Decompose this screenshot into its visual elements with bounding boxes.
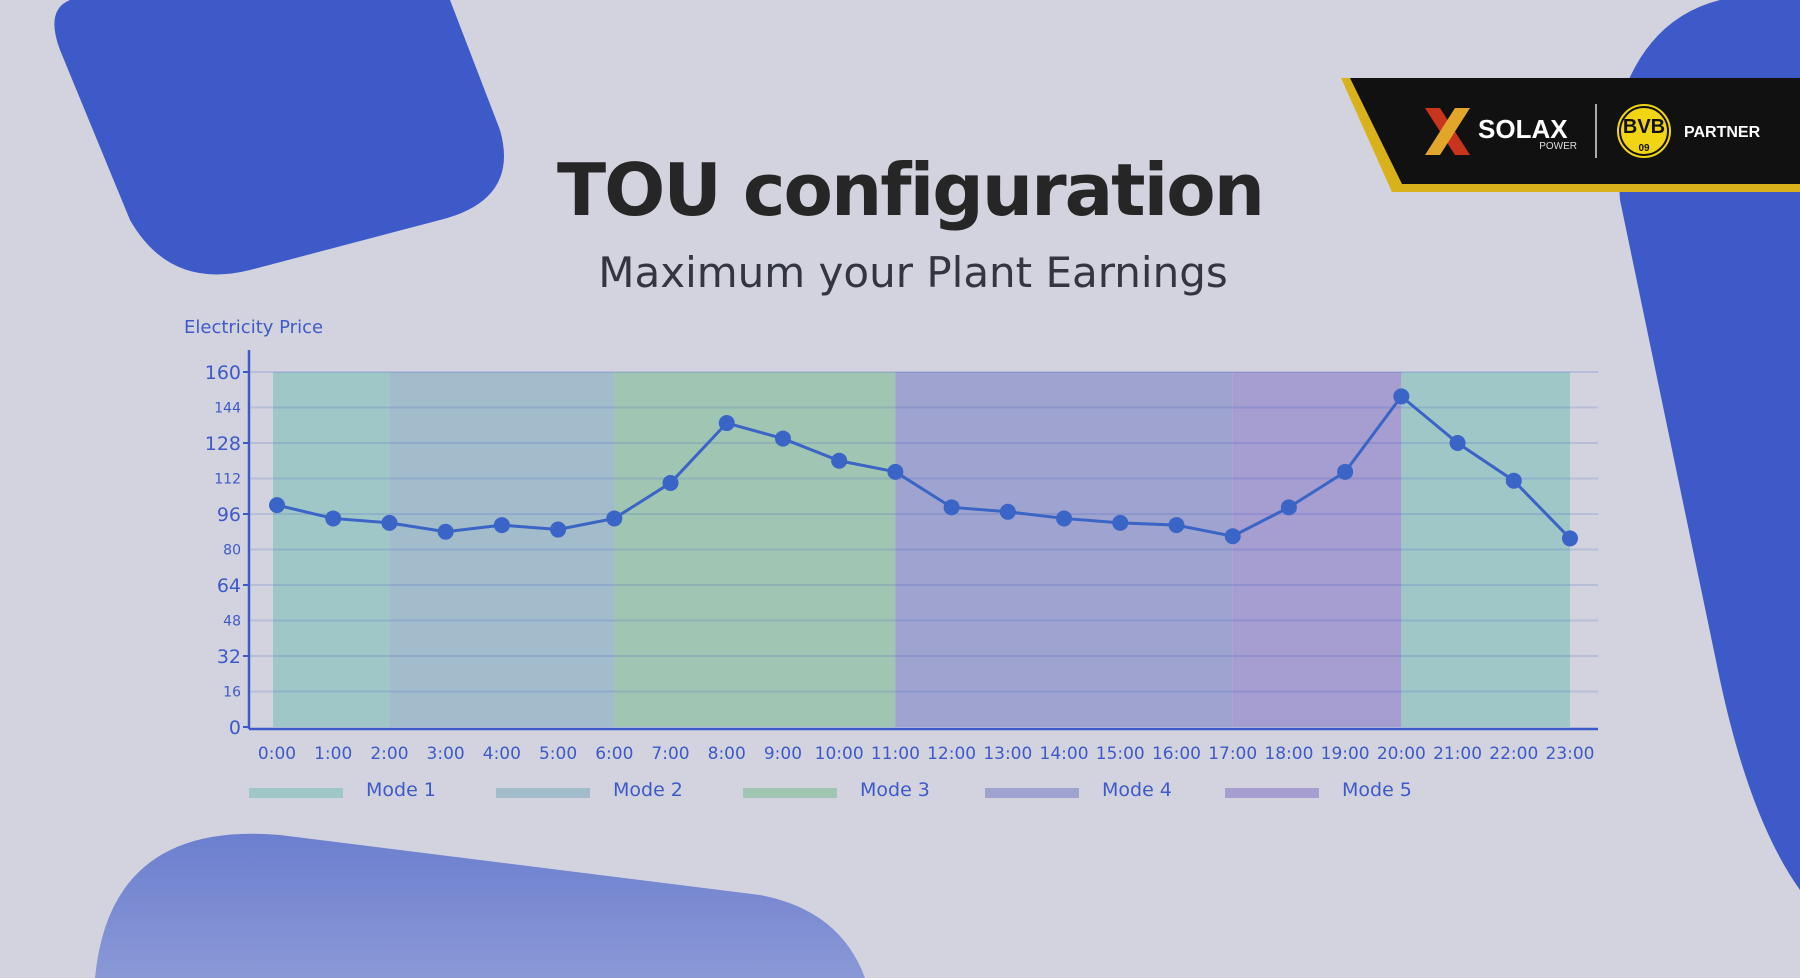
solax-logo-icon [1425,108,1470,155]
price-point [887,463,904,480]
y-tick-label: 128 [205,433,241,455]
price-point [1393,388,1410,405]
x-tick-label: 23:00 [1546,744,1595,764]
price-point [1562,530,1578,547]
decor-shape-top-left [54,0,504,275]
x-tick-label: 10:00 [815,744,864,764]
price-point [1449,435,1466,451]
partner-label: PARTNER [1684,124,1761,141]
partner-banner: SOLAX POWER BVB 09 PARTNER [1341,78,1800,192]
mode-band [1401,372,1570,727]
price-point [999,503,1016,520]
price-point [662,474,679,491]
price-point [493,517,510,534]
legend-swatch-mode-2 [496,788,590,798]
x-tick-label: 17:00 [1208,744,1257,764]
mode-band [1232,372,1402,727]
price-point [1337,463,1354,480]
x-tick-label: 22:00 [1489,744,1538,764]
page-title: TOU configuration [557,148,1265,232]
legend-label-mode-1: Mode 1 [366,779,436,801]
x-tick-label: 2:00 [370,744,408,764]
legend-swatch-mode-1 [249,788,343,798]
legend-swatch-mode-3 [743,788,837,798]
x-tick-label: 0:00 [258,744,296,764]
svg-text:09: 09 [1638,143,1650,154]
mode-band [389,372,615,727]
price-point [269,497,285,514]
price-point [437,523,454,540]
x-tick-label: 8:00 [708,744,746,764]
price-line [276,394,1572,540]
x-tick-label: 12:00 [927,744,976,764]
price-point [1224,528,1241,545]
price-point [831,452,848,469]
x-tick-label: 19:00 [1321,744,1370,764]
y-tick-label: 48 [223,614,241,630]
x-tick-label: 21:00 [1433,744,1482,764]
x-tick-label: 13:00 [983,744,1032,764]
x-tick-label: 11:00 [871,744,920,764]
y-tick-label: 16 [223,685,241,701]
x-tick-label: 7:00 [651,744,689,764]
x-tick-label: 6:00 [595,744,633,764]
price-point [381,514,398,531]
x-tick-label: 16:00 [1152,744,1201,764]
x-tick-label: 15:00 [1096,744,1145,764]
y-tick-label: 32 [217,646,241,668]
legend-label-mode-5: Mode 5 [1342,779,1412,801]
y-tick-label: 64 [217,575,241,597]
bvb-badge-icon: BVB 09 [1615,102,1673,160]
x-tick-label: 20:00 [1377,744,1426,764]
price-point [606,510,623,527]
price-point [1168,517,1185,534]
legend-label-mode-2: Mode 2 [613,779,683,801]
y-tick-label: 144 [214,401,241,417]
price-point [718,415,735,432]
legend-swatch-mode-4 [985,788,1079,798]
x-tick-label: 5:00 [539,744,577,764]
mode-band [273,372,390,727]
price-point [1505,472,1522,489]
decor-shape-right [1615,0,1800,890]
legend-swatch-mode-5 [1225,788,1319,798]
mode-band [895,372,1233,727]
x-tick-label: 14:00 [1040,744,1089,764]
price-point [1056,510,1073,527]
x-tick-label: 4:00 [483,744,521,764]
y-tick-label: 0 [229,717,241,739]
price-point [774,430,791,447]
legend-label-mode-4: Mode 4 [1102,779,1172,801]
y-tick-label: 96 [217,504,241,526]
x-tick-label: 1:00 [314,744,352,764]
svg-text:BVB: BVB [1623,116,1665,138]
chart-legend: Mode 1 Mode 2 Mode 3 Mode 4 Mode 5 [0,779,1800,809]
price-point [550,521,567,538]
page-subtitle: Maximum your Plant Earnings [598,248,1228,297]
y-tick-label: 80 [223,543,241,559]
y-tick-label: 112 [214,472,241,488]
price-point [1112,514,1129,531]
price-point [1280,499,1297,516]
brand-name: SOLAX [1478,114,1568,144]
y-axis-label: Electricity Price [184,317,324,338]
x-tick-label: 3:00 [427,744,465,764]
y-tick-label: 160 [205,362,241,384]
decor-shape-bottom-left [95,833,865,978]
brand-sub: POWER [1539,141,1577,152]
x-tick-label: 9:00 [764,744,802,764]
legend-label-mode-3: Mode 3 [860,779,930,801]
price-point [325,510,342,527]
price-point [943,499,960,516]
x-tick-label: 18:00 [1264,744,1313,764]
